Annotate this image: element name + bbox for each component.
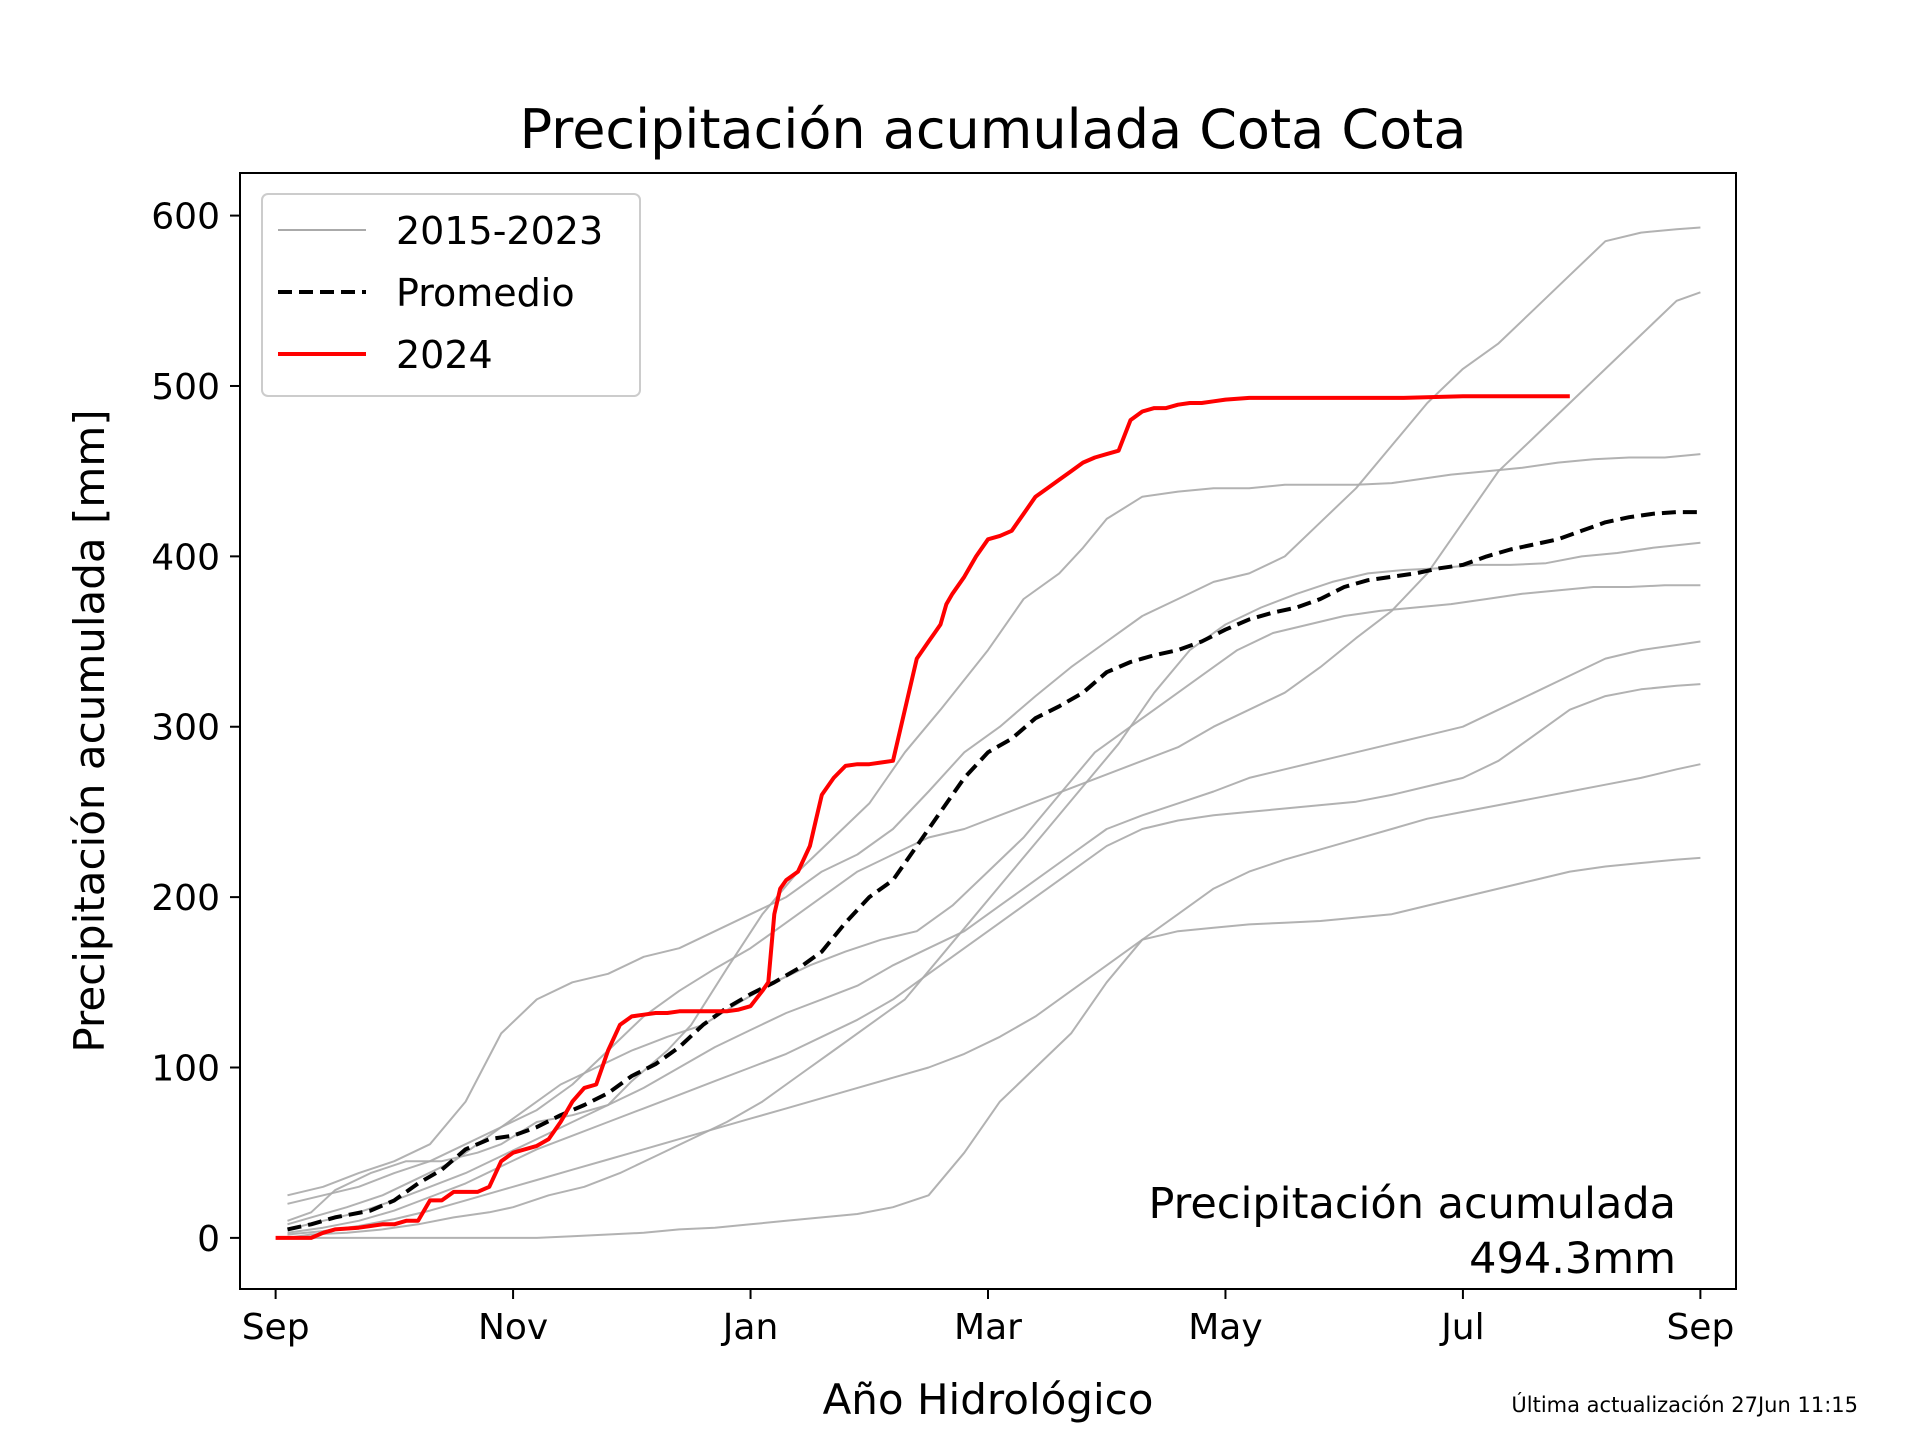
legend: 2015-2023 Promedio 2024: [261, 193, 641, 397]
average-line: [287, 510, 1701, 1232]
x-tick-label: Jan: [721, 1307, 779, 1348]
y-tick-label: 300: [151, 708, 220, 749]
plot-area: [239, 172, 1737, 1290]
y-tick-label: 0: [197, 1219, 220, 1260]
history-line-8: [287, 683, 1701, 1234]
y-tick-label: 400: [151, 537, 220, 578]
x-tick-label: Sep: [242, 1307, 310, 1348]
x-tick-label: Mar: [954, 1307, 1022, 1348]
history-line-7: [287, 640, 1701, 1231]
y-tick-label: 200: [151, 878, 220, 919]
history-line-1: [287, 453, 1701, 1222]
legend-label-history: 2015-2023: [396, 209, 603, 253]
x-tick-label: Nov: [478, 1307, 548, 1348]
annotation-line-1: Precipitación acumulada: [1148, 1179, 1676, 1229]
current-year-line: [275, 394, 1570, 1240]
x-axis-label: Año Hidrológico: [823, 1375, 1154, 1424]
legend-box: [261, 193, 641, 397]
history-line-9: [287, 763, 1701, 1236]
cumulative-annotation: Precipitación acumulada 494.3mm: [1148, 1179, 1676, 1284]
y-tick-label: 600: [151, 197, 220, 238]
annotation-line-2: 494.3mm: [1469, 1234, 1676, 1284]
y-axis-label: Precipitación acumulada [mm]: [65, 409, 114, 1052]
history-line-4: [287, 856, 1701, 1239]
legend-label-current: 2024: [396, 333, 493, 377]
y-tick-label: 100: [151, 1049, 220, 1090]
x-axis-ticks: Sep Nov Jan Mar May Jul Sep: [242, 1289, 1734, 1348]
last-update-note: Última actualización 27Jun 11:15: [1511, 1393, 1858, 1417]
history-line-5: [287, 291, 1701, 1205]
legend-label-average: Promedio: [396, 271, 575, 315]
x-tick-label: Sep: [1666, 1307, 1734, 1348]
x-tick-label: May: [1188, 1307, 1262, 1348]
y-axis-ticks: 0 100 200 300 400 500 600: [151, 197, 240, 1260]
series-lines: [275, 394, 1701, 1240]
history-line-6: [287, 226, 1701, 1197]
x-tick-label: Jul: [1439, 1307, 1484, 1348]
history-line-3: [287, 584, 1701, 1226]
y-tick-label: 500: [151, 367, 220, 408]
chart-title: Precipitación acumulada Cota Cota: [520, 98, 1467, 161]
